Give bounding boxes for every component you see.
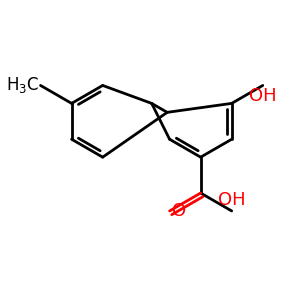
Text: OH: OH [218, 191, 245, 209]
Text: H$_3$C: H$_3$C [6, 76, 39, 95]
Text: OH: OH [249, 87, 277, 105]
Text: O: O [172, 202, 187, 220]
